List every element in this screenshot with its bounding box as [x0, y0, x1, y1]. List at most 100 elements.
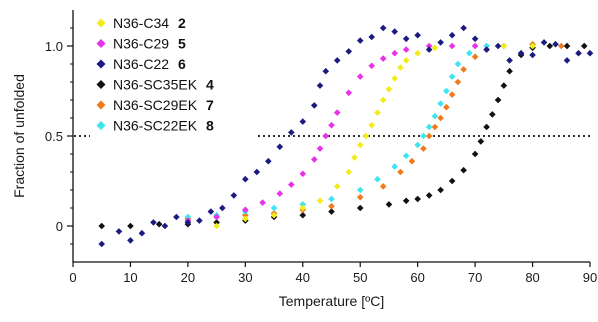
data-point: [500, 42, 508, 50]
data-point: [563, 42, 571, 50]
data-point: [316, 145, 324, 152]
data-point: [546, 42, 554, 50]
legend-marker: [96, 18, 106, 28]
data-point: [552, 40, 559, 48]
data-point: [425, 42, 433, 50]
data-point: [161, 222, 169, 230]
data-point: [299, 170, 307, 178]
legend-label: N36-C22: [113, 56, 169, 72]
data-point: [408, 157, 416, 165]
data-point: [454, 78, 462, 86]
series-n36-c29: [184, 42, 479, 224]
x-tick-label: 20: [181, 270, 195, 285]
data-point: [242, 215, 249, 223]
data-point: [356, 37, 364, 44]
data-point: [483, 42, 490, 50]
data-point: [242, 211, 249, 219]
data-point: [557, 42, 565, 50]
data-point: [184, 219, 192, 226]
data-point: [529, 51, 536, 59]
data-point: [333, 183, 341, 190]
data-point: [460, 166, 467, 174]
data-point: [368, 121, 376, 129]
legend-marker: [96, 121, 106, 130]
data-point: [437, 186, 444, 194]
x-axis-title: Temperature [ºC]: [279, 293, 385, 309]
data-point: [391, 49, 398, 57]
data-point: [362, 132, 370, 140]
data-point: [299, 204, 307, 212]
data-point: [150, 219, 157, 226]
data-point: [265, 157, 272, 165]
data-point: [345, 168, 353, 176]
data-point: [173, 213, 180, 221]
data-point: [385, 201, 393, 208]
data-point: [98, 240, 106, 248]
legend-label: N36-C34: [113, 15, 169, 31]
data-point: [580, 42, 588, 50]
legend-marker: [96, 39, 106, 48]
x-tick-label: 50: [353, 270, 367, 285]
data-point: [471, 42, 479, 50]
data-point: [316, 82, 324, 89]
data-point: [213, 213, 220, 221]
series-n36-c34: [213, 42, 536, 230]
data-point: [253, 168, 261, 176]
data-point: [351, 154, 358, 161]
data-point: [471, 150, 479, 158]
data-point: [276, 190, 284, 197]
data-point: [356, 141, 364, 149]
data-point: [471, 35, 479, 43]
x-tick-label: 0: [69, 270, 76, 285]
data-point: [299, 211, 307, 219]
data-point: [356, 73, 364, 80]
data-point: [316, 197, 324, 205]
data-point: [379, 24, 387, 32]
data-point: [425, 46, 433, 53]
data-point: [563, 57, 571, 64]
data-point: [328, 208, 335, 215]
data-point: [448, 42, 456, 50]
data-point: [448, 31, 456, 39]
data-point: [402, 197, 410, 205]
data-point: [310, 156, 318, 163]
data-point: [242, 206, 249, 214]
data-point: [322, 132, 330, 140]
data-point: [333, 57, 341, 64]
data-point: [242, 175, 249, 183]
y-tick-label: 0.5: [45, 129, 63, 144]
data-point: [374, 175, 381, 183]
legend-label: N36-SC35EK: [113, 77, 198, 93]
data-point: [127, 222, 134, 230]
data-point: [575, 49, 582, 57]
data-point: [391, 28, 398, 35]
data-point: [506, 67, 513, 75]
data-points-layer: [98, 24, 594, 248]
data-point: [402, 152, 410, 160]
data-point: [213, 219, 220, 226]
x-tick-label: 10: [123, 270, 137, 285]
x-tick-label: 40: [296, 270, 310, 285]
data-point: [402, 35, 410, 43]
data-point: [402, 57, 410, 64]
data-point: [506, 57, 513, 64]
data-point: [471, 53, 479, 61]
x-tick-label: 70: [468, 270, 482, 285]
legend-number: 4: [206, 77, 214, 93]
data-point: [213, 222, 220, 230]
axes-layer: 0 10 20 30 40 50 60 70 80 90 0 0.5 1.0: [45, 10, 597, 285]
legend-marker: [96, 100, 106, 110]
data-point: [328, 195, 335, 203]
data-point: [259, 199, 266, 206]
data-point: [207, 208, 215, 215]
data-point: [494, 96, 502, 104]
data-point: [98, 222, 106, 230]
data-point: [138, 229, 146, 237]
data-point: [397, 64, 404, 71]
y-axis-title: Fraction of unfolded: [11, 74, 27, 198]
data-point: [184, 213, 192, 221]
data-point: [276, 143, 284, 151]
data-point: [586, 49, 594, 57]
legend-label: N36-C29: [113, 36, 169, 52]
